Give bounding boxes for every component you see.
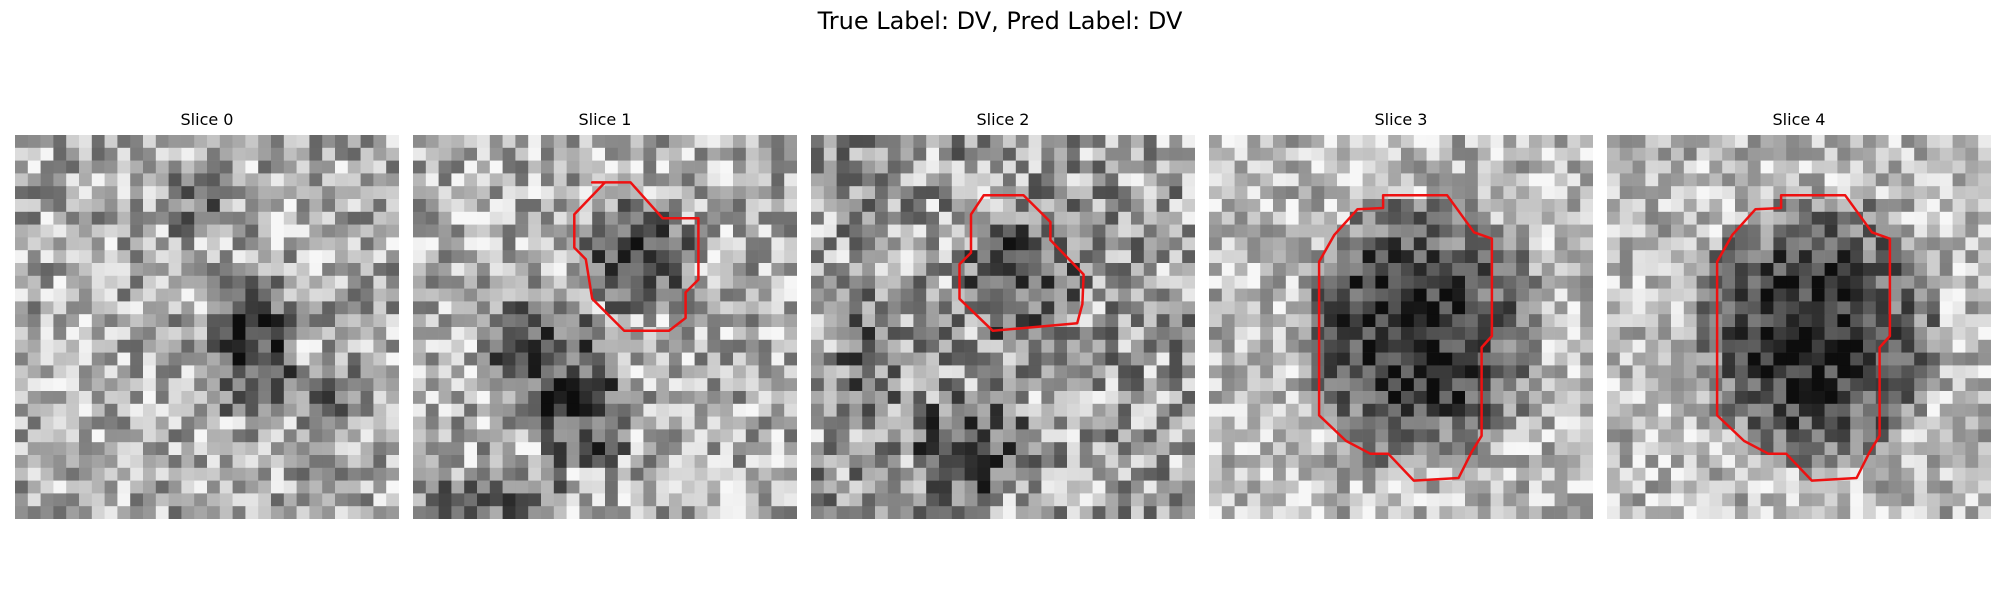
slice-image [811, 135, 1195, 519]
panel-title: Slice 2 [976, 110, 1030, 129]
panel-slice-3: Slice 3 [1209, 108, 1593, 520]
panel-slice-1: Slice 1 [413, 108, 797, 520]
pixel-grid [1209, 135, 1593, 519]
panel-slice-2: Slice 2 [811, 108, 1195, 520]
pixel-grid [1607, 135, 1991, 519]
segmentation-contour [1715, 193, 1892, 482]
panel-slice-0: Slice 0 [15, 108, 399, 520]
pixel-grid [15, 135, 399, 519]
slice-image [15, 135, 399, 519]
panel-slice-4: Slice 4 [1607, 108, 1991, 520]
figure-title: True Label: DV, Pred Label: DV [817, 7, 1183, 35]
panel-title: Slice 4 [1772, 110, 1826, 129]
panel-title: Slice 1 [578, 110, 632, 129]
pixel-grid [413, 135, 797, 519]
slice-image [1607, 135, 1991, 519]
slice-image [413, 135, 797, 519]
pixel-grid [811, 135, 1195, 519]
segmentation-contour [958, 193, 1085, 333]
slice-image [1209, 135, 1593, 519]
segmentation-contour [1317, 193, 1494, 482]
segmentation-contour [573, 181, 700, 333]
panel-title: Slice 0 [180, 110, 234, 129]
panel-title: Slice 3 [1374, 110, 1428, 129]
